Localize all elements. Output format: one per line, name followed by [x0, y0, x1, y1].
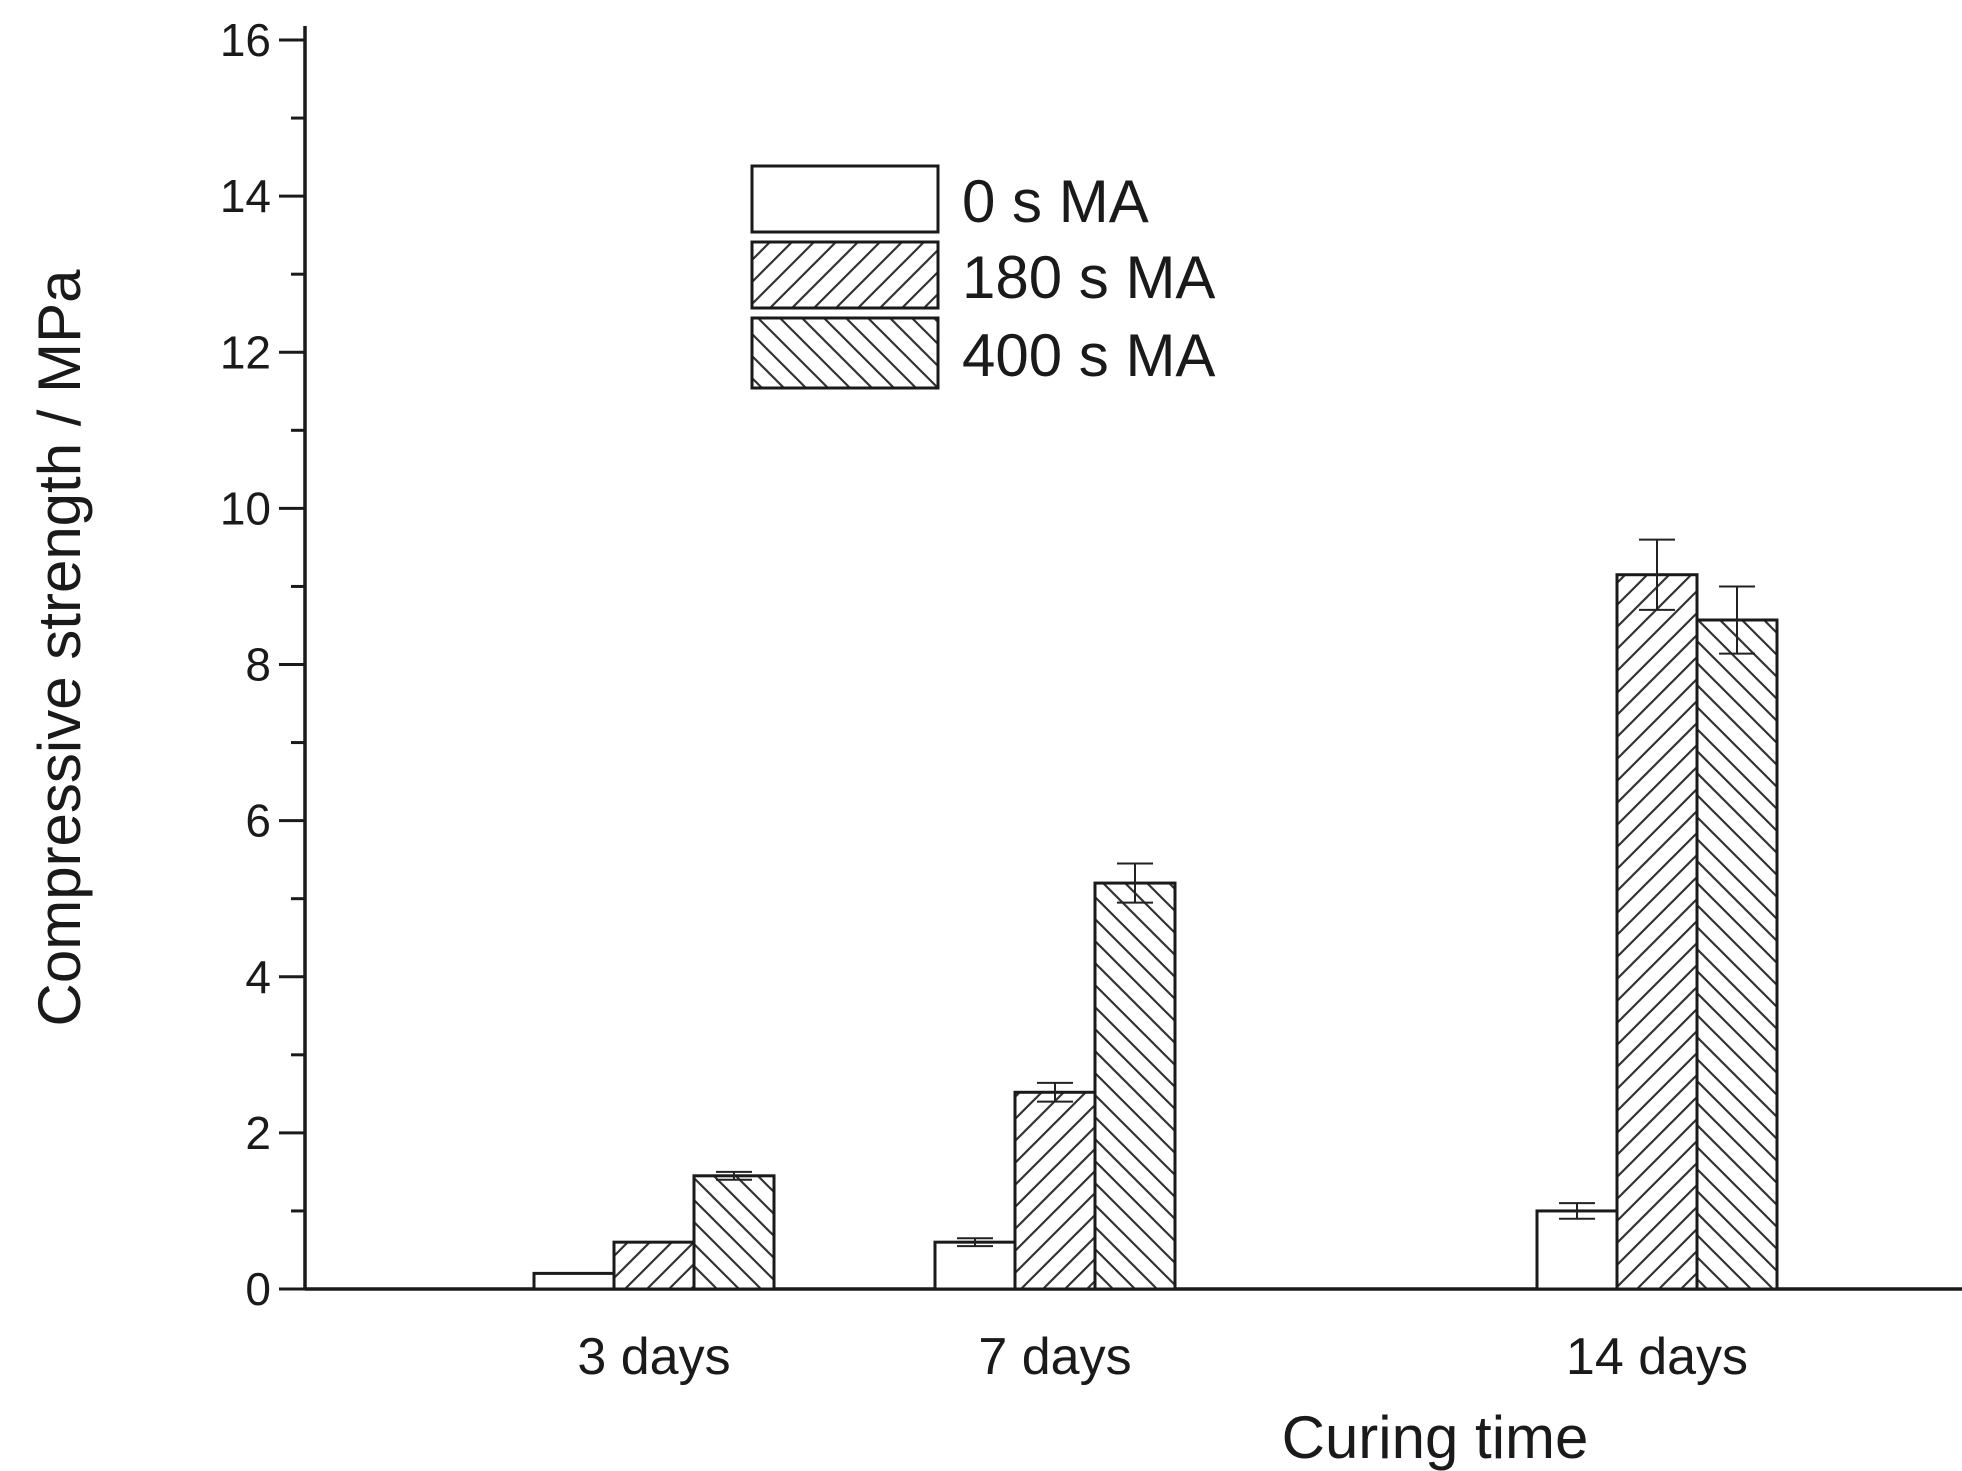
error-bars — [716, 538, 1755, 1248]
x-category-labels: 3 days 7 days 14 days — [577, 1328, 1748, 1386]
y-tick-label: 8 — [245, 639, 271, 691]
category-label-7-days: 7 days — [978, 1328, 1131, 1386]
legend-swatch-180s — [750, 240, 940, 310]
bar-0s-0 — [532, 1271, 616, 1291]
y-tick-label: 0 — [245, 1263, 271, 1315]
legend-swatch-400s — [750, 316, 940, 390]
bars — [532, 573, 1779, 1291]
bar-180s-2 — [1615, 573, 1699, 1291]
legend-label-400s: 400 s MA — [962, 322, 1215, 389]
y-tick-label: 16 — [220, 14, 271, 66]
y-axis-title: Compressive strength / MPa — [26, 269, 93, 1027]
legend: 0 s MA 180 s MA 400 s MA — [750, 164, 1215, 390]
bar-180s-1 — [1013, 1090, 1097, 1291]
bar-400s-1 — [1093, 881, 1177, 1291]
legend-label-180s: 180 s MA — [962, 244, 1215, 311]
x-axis-title: Curing time — [1282, 1404, 1589, 1471]
y-tick-label: 12 — [220, 326, 271, 378]
y-tick-label: 10 — [220, 482, 271, 534]
bar-180s-0 — [612, 1240, 696, 1291]
legend-swatch-0s — [750, 164, 940, 234]
bar-0s-1 — [933, 1240, 1017, 1291]
category-label-14-days: 14 days — [1566, 1328, 1748, 1386]
bar-0s-2 — [1535, 1209, 1619, 1291]
bar-400s-2 — [1695, 618, 1779, 1291]
legend-label-0s: 0 s MA — [962, 168, 1149, 235]
y-tick-label: 2 — [245, 1107, 271, 1159]
y-tick-label: 6 — [245, 795, 271, 847]
y-tick-label: 4 — [245, 951, 271, 1003]
bar-400s-0 — [692, 1174, 776, 1291]
y-tick-label: 14 — [220, 170, 271, 222]
category-label-3-days: 3 days — [577, 1328, 730, 1386]
